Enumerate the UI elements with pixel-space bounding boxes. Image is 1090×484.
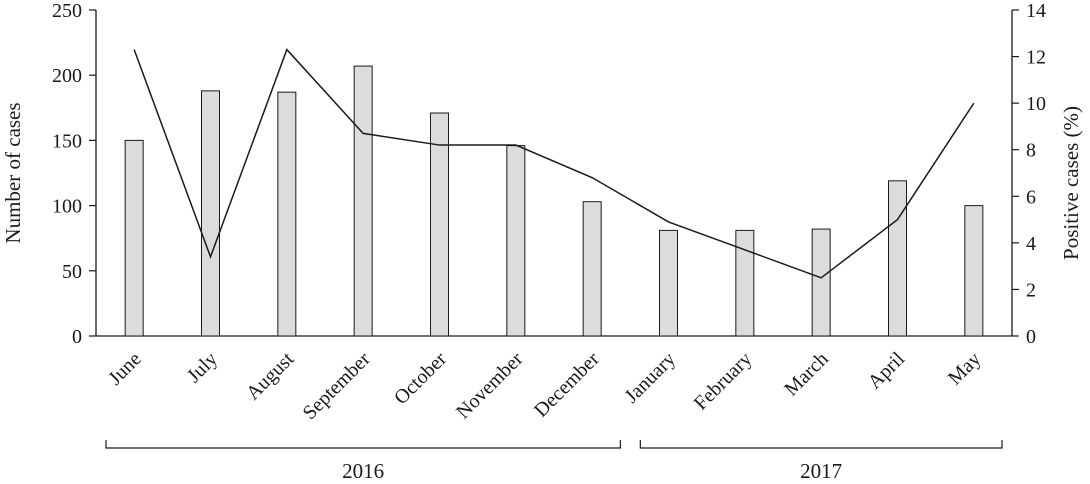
left-tick-label: 50 [62,261,82,283]
right-tick-label: 4 [1026,233,1036,255]
left-tick-label: 100 [52,196,82,218]
left-tick-label: 0 [72,326,82,348]
right-tick-label: 14 [1026,0,1046,22]
bar [353,65,373,337]
bar [124,139,144,337]
year-bracket [639,440,1003,449]
right-tick-label: 12 [1026,47,1046,69]
category-label: June [104,348,146,390]
category-label: February [690,348,757,415]
bar [888,180,907,337]
right-tick-label: 8 [1026,140,1036,162]
left-axis-title: Number of cases [1,102,25,243]
category-label: March [780,348,832,400]
category-labels: June July August September October November De… [104,348,985,424]
bar [735,229,755,337]
category-label: January [620,348,680,408]
bar [201,90,220,337]
right-axis-ticks: 0 2 4 6 8 10 12 14 [1012,0,1046,348]
category-label: November [452,348,527,423]
bar [659,229,678,337]
bar [430,112,449,337]
category-label: September [299,348,375,424]
line-series [133,48,975,279]
bar [506,145,526,337]
bar [582,201,602,337]
category-label: October [390,348,451,409]
left-tick-label: 200 [52,65,82,87]
left-tick-label: 150 [52,130,82,152]
year-groups: 2016 2017 [105,440,1003,483]
positive-rate-line [133,48,975,279]
right-tick-label: 0 [1026,326,1036,348]
right-tick-label: 2 [1026,279,1036,301]
category-label: May [944,348,985,389]
right-axis-title: Positive cases (%) [1059,106,1083,260]
bar [277,91,297,337]
year-label: 2017 [800,459,842,483]
category-label: August [242,348,299,405]
right-tick-label: 6 [1026,186,1036,208]
category-label: July [183,348,222,387]
year-label: 2016 [342,459,384,483]
bar [811,228,831,337]
left-axis-ticks: 0 50 100 150 200 250 [52,0,96,348]
category-label: April [864,348,910,394]
year-bracket [105,440,621,449]
left-tick-label: 250 [52,0,82,22]
right-tick-label: 10 [1026,93,1046,115]
category-label: December [530,348,604,422]
bar-series [124,65,984,337]
plot-frame [95,10,1013,337]
bar [964,205,984,337]
